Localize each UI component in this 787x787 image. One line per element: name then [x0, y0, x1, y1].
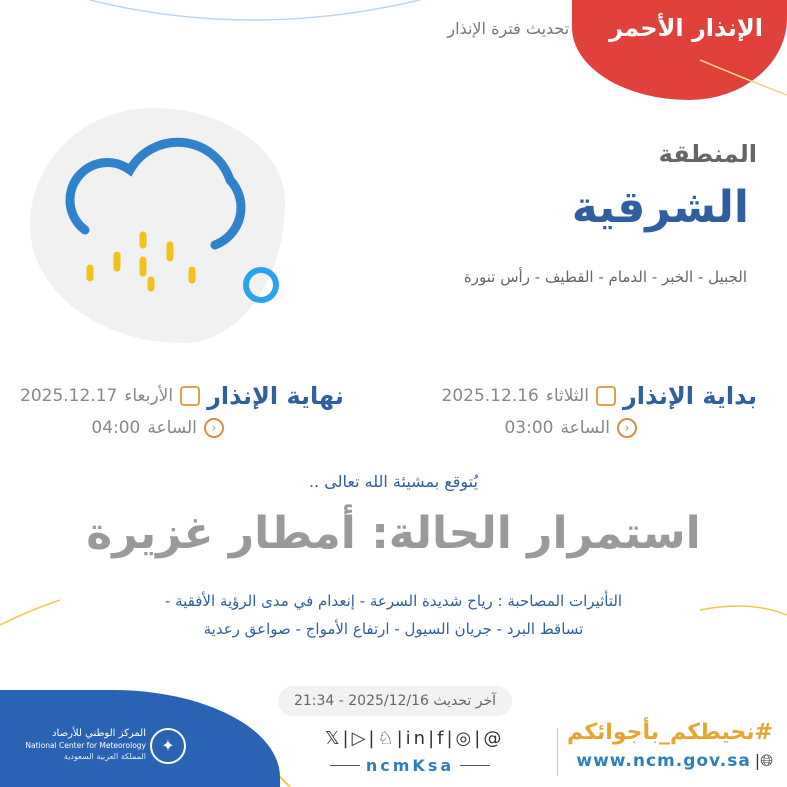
warning-period: بداية الإنذار الثلاثاء 2025.12.16 ‹ السا…	[20, 382, 757, 438]
divider	[557, 728, 558, 776]
calendar-icon	[180, 386, 201, 406]
website-link[interactable]: www.ncm.gov.sa	[576, 751, 751, 771]
effects-line-1: التأثيرات المصاحبة : رياح شديدة السرعة -…	[164, 592, 623, 610]
end-title: نهاية الإنذار	[207, 382, 344, 410]
globe-icon: |🌐︎	[754, 751, 773, 770]
calendar-icon	[595, 386, 616, 406]
handle-rule	[330, 765, 360, 766]
end-time: 04:00	[91, 418, 141, 438]
start-time-label: الساعة	[560, 418, 610, 438]
end-date: 2025.12.17	[20, 386, 118, 406]
start-day: الثلاثاء	[545, 386, 589, 406]
social-handle[interactable]: ncmKsa	[365, 756, 455, 775]
clock-icon: ‹	[203, 418, 224, 438]
start-date: 2025.12.16	[441, 386, 539, 406]
start-title: بداية الإنذار	[622, 382, 757, 410]
start-time: 03:00	[504, 418, 554, 438]
forecast-headline: استمرار الحالة: أمطار غزيرة	[86, 508, 701, 559]
region-name: الشرقية	[571, 182, 749, 233]
effects-line-2: تساقط البرد - جريان السيول - ارتفاع الأم…	[203, 620, 584, 638]
last-update-badge: آخر تحديث 2025/12/16 - 21:34	[278, 686, 512, 716]
cities-list: الجبيل - الخبر - الدمام - القطيف - رأس ت…	[463, 268, 747, 286]
start-section: بداية الإنذار الثلاثاء 2025.12.16 ‹ السا…	[442, 382, 757, 438]
website-row: www.ncm.gov.sa |🌐︎	[576, 751, 773, 771]
handle-rule	[460, 765, 491, 766]
update-period-label: تحديث فترة الإنذار	[447, 18, 570, 38]
end-day: الأربعاء	[124, 386, 174, 406]
org-block: المركز الوطني للأرصاد National Center fo…	[6, 728, 146, 761]
country-name: المملكة العربية السعودية	[63, 752, 146, 761]
forecast-intro: يُتوقع بمشيئة الله تعالى ..	[309, 472, 478, 491]
footer-right: #نحيطكم_بأجوائكم www.ncm.gov.sa |🌐︎	[567, 720, 773, 771]
end-time-label: الساعة	[147, 418, 197, 438]
handle-block: ncmKsa	[330, 756, 491, 775]
ncm-emblem-icon: ✦	[150, 728, 186, 764]
social-icons[interactable]: 𝕏|▷|♘|in|f|◎|@	[325, 728, 505, 749]
hashtag: #نحيطكم_بأجوائكم	[566, 720, 773, 745]
clock-icon: ‹	[617, 418, 637, 438]
cloud-rain-icon	[65, 137, 279, 303]
region-label: المنطقة	[658, 140, 757, 168]
header: الإنذار الأحمر تحديث فترة الإنذار	[0, 14, 787, 42]
org-name-ar: المركز الوطني للأرصاد	[52, 728, 146, 739]
end-section: نهاية الإنذار الأربعاء 2025.12.17 ‹ السا…	[20, 382, 344, 438]
org-name-en: National Center for Meteorology	[25, 741, 146, 750]
warning-level: الإنذار الأحمر	[609, 14, 763, 42]
